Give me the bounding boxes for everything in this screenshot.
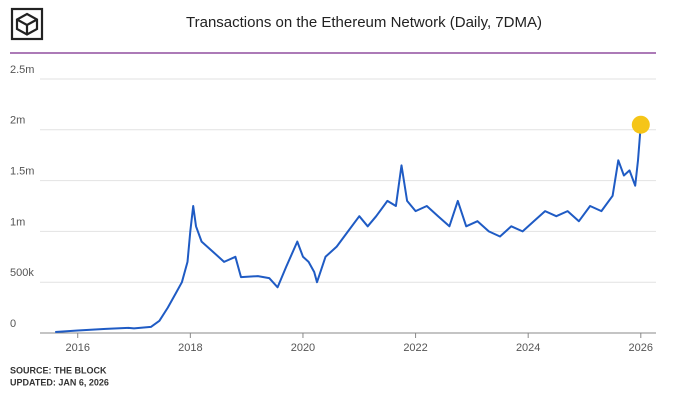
y-tick-label: 1m bbox=[10, 216, 25, 228]
x-tick-label: 2026 bbox=[629, 342, 653, 354]
y-tick-label: 1.5m bbox=[10, 166, 34, 178]
latest-point bbox=[631, 115, 650, 134]
x-tick-label: 2024 bbox=[516, 342, 540, 354]
chart-title: Transactions on the Ethereum Network (Da… bbox=[186, 14, 542, 31]
y-tick-label: 2m bbox=[10, 115, 25, 127]
y-tick-label: 500k bbox=[10, 267, 34, 279]
y-tick-label: 2.5m bbox=[10, 64, 34, 76]
x-tick-label: 2016 bbox=[65, 342, 89, 354]
x-tick-label: 2018 bbox=[178, 342, 202, 354]
updated: UPDATED: JAN 6, 2026 bbox=[10, 377, 109, 387]
x-tick-label: 2020 bbox=[291, 342, 315, 354]
y-tick-label: 0 bbox=[10, 318, 16, 330]
source: SOURCE: THE BLOCK bbox=[10, 365, 107, 375]
x-tick-label: 2022 bbox=[403, 342, 427, 354]
line bbox=[55, 124, 642, 333]
logo bbox=[10, 7, 44, 41]
